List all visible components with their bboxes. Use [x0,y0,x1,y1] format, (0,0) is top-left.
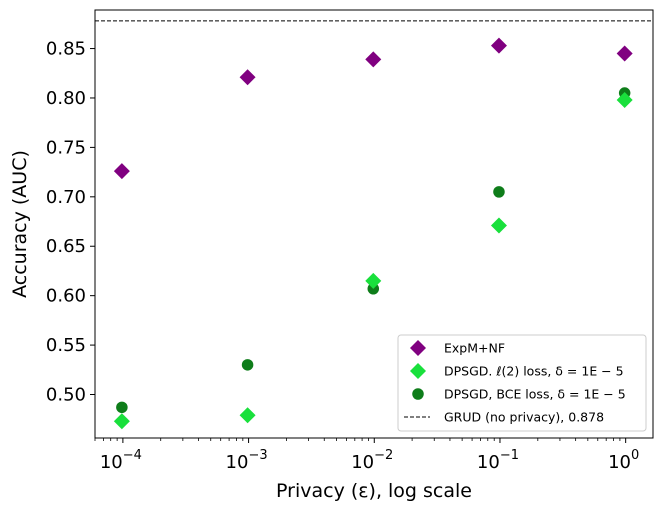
y-tick-label: 0.65 [46,236,86,257]
data-point [365,272,382,289]
legend-marker [412,388,424,400]
data-point [493,186,505,198]
data-point [113,163,130,180]
data-point [241,359,254,371]
y-tick-label: 0.80 [46,88,86,109]
legend-label: DPSGD. ℓ(2) loss, δ = 1E − 5 [444,364,624,379]
data-point [616,45,633,62]
legend-label: ExpM+NF [444,341,505,356]
y-tick-label: 0.50 [46,385,86,406]
data-point [490,217,507,234]
series-2 [113,91,633,430]
legend-marker [410,340,426,356]
x-tick-label: 10−2 [351,448,393,473]
y-tick-label: 0.60 [46,286,86,307]
data-point [239,69,256,86]
data-point [616,91,633,108]
x-tick-label: 100 [608,448,639,473]
data-point [239,407,256,424]
legend-label: GRUD (no privacy), 0.878 [444,410,604,425]
legend-marker [410,363,426,379]
legend-label: DPSGD, BCE loss, δ = 1E − 5 [444,387,626,402]
legend-box [397,334,647,432]
data-point [365,51,382,68]
series-0 [113,37,633,180]
x-tick-label: 10−1 [477,448,519,473]
data-point [116,401,128,414]
y-tick-label: 0.55 [46,335,86,356]
x-tick-label: 10−4 [100,448,142,473]
data-point [490,37,507,54]
y-tick-label: 0.70 [46,187,86,208]
y-tick-label: 0.75 [46,137,86,158]
x-axis-label: Privacy (ε), log scale [276,480,472,502]
data-point [113,413,130,430]
y-tick-label: 0.85 [46,39,86,60]
y-axis-label: Accuracy (AUC) [9,150,31,298]
x-tick-label: 10−3 [226,448,268,473]
